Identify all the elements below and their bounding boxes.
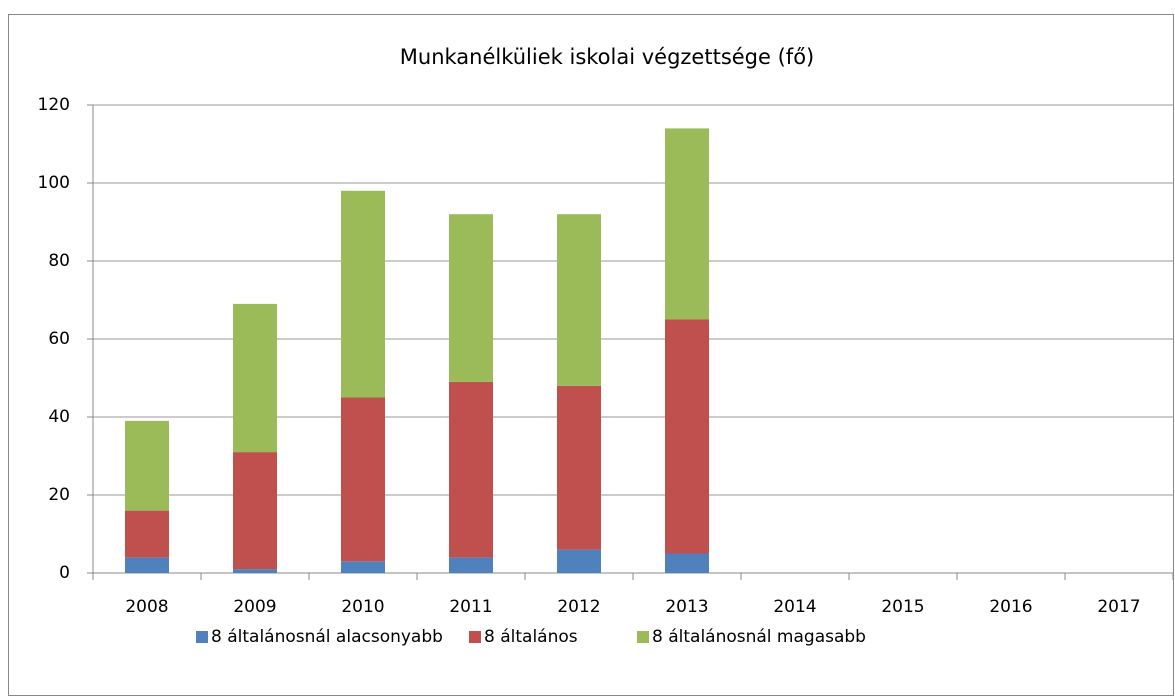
bar-segment: [125, 557, 169, 573]
bar-segment: [665, 319, 709, 554]
x-tick-label: 2017: [1097, 597, 1140, 617]
x-tick-label: 2010: [341, 597, 384, 617]
x-tick-label: 2015: [881, 597, 924, 617]
bar-segment: [341, 190, 385, 398]
bar-segment: [233, 303, 277, 453]
bar-segment: [341, 397, 385, 562]
y-tick-label: 100: [38, 173, 70, 193]
x-tick-label: 2009: [233, 597, 276, 617]
chart-title: Munkanélküliek iskolai végzettsége (fő): [400, 45, 814, 69]
x-tick-label: 2008: [125, 597, 168, 617]
y-tick-label: 60: [48, 329, 70, 349]
bar-segment: [449, 557, 493, 573]
bar-segment: [341, 561, 385, 573]
y-tick-label: 80: [48, 251, 70, 271]
bar-segment: [557, 549, 601, 573]
bar-segment: [449, 381, 493, 558]
bar-segment: [557, 214, 601, 386]
x-tick-label: 2012: [557, 597, 600, 617]
x-tick-label: 2014: [773, 597, 816, 617]
legend-label: 8 általános: [484, 627, 578, 647]
x-tick-label: 2016: [989, 597, 1032, 617]
bar-segment: [557, 385, 601, 550]
bar-segment: [449, 214, 493, 382]
bar-segment: [125, 510, 169, 558]
y-tick-label: 20: [48, 485, 70, 505]
legend-swatch: [469, 631, 481, 643]
y-tick-label: 40: [48, 407, 70, 427]
bar-segment: [665, 128, 709, 320]
bar-segment: [233, 569, 277, 573]
bar-segment: [665, 553, 709, 573]
legend-label: 8 általánosnál alacsonyabb: [211, 627, 443, 647]
legend-swatch: [637, 631, 649, 643]
legend-swatch: [196, 631, 208, 643]
bar-segment: [233, 452, 277, 570]
legend-label: 8 általánosnál magasabb: [652, 627, 866, 647]
y-tick-label: 120: [38, 95, 70, 115]
x-tick-label: 2013: [665, 597, 708, 617]
bar-segment: [125, 420, 169, 511]
y-tick-label: 0: [59, 563, 70, 583]
x-tick-label: 2011: [449, 597, 492, 617]
